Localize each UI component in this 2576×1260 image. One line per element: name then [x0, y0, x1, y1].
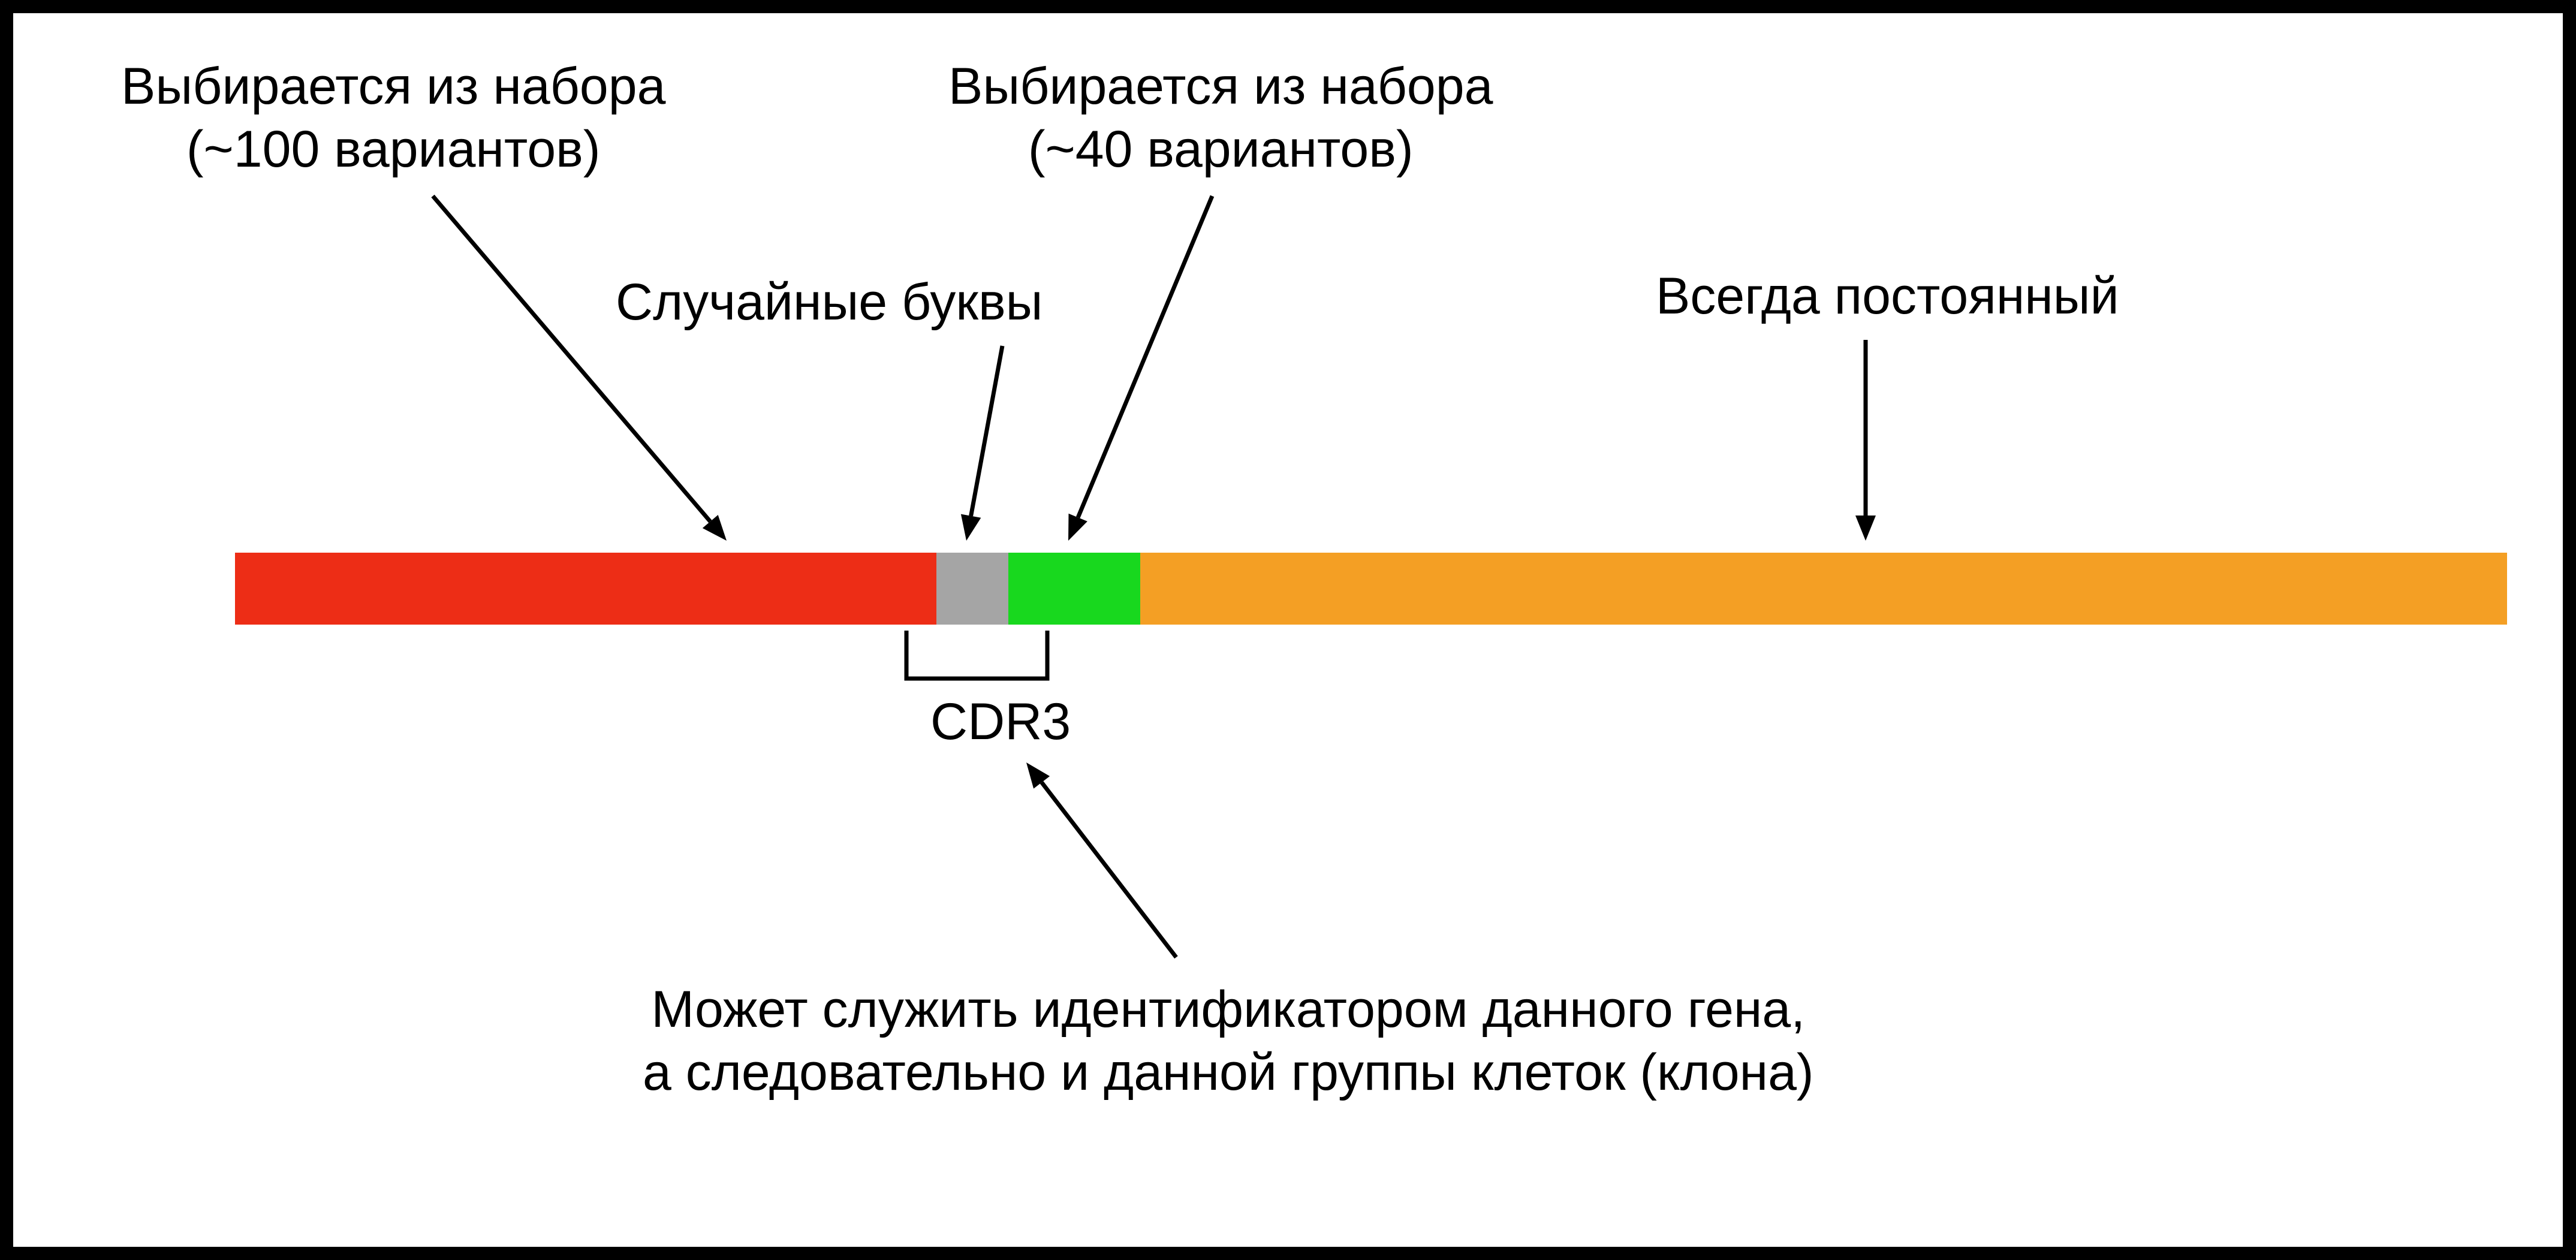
diagram-frame: Выбирается из набора(~100 вариантов) Выб… — [0, 0, 2576, 1260]
arrow-cdr3 — [1042, 782, 1176, 957]
arrow-red — [433, 196, 710, 522]
arrow-grey — [971, 346, 1002, 516]
arrows-layer — [13, 13, 2563, 1247]
arrow-green — [1078, 196, 1212, 517]
